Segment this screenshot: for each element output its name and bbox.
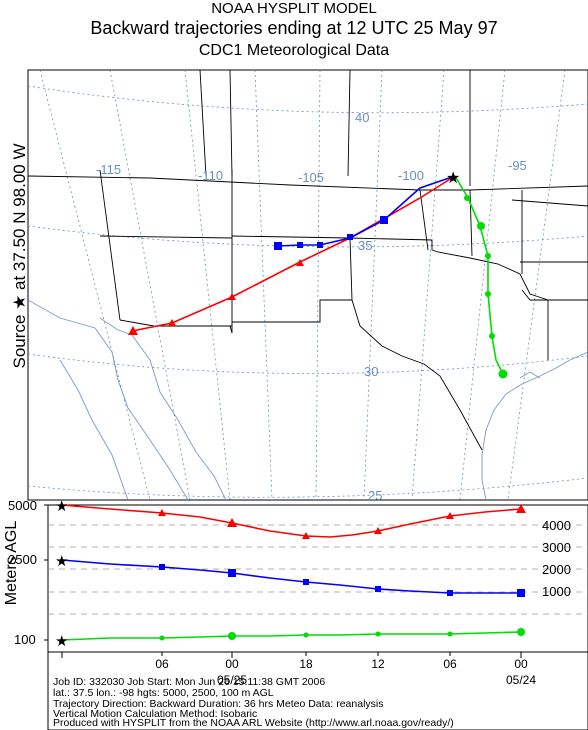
date-label: 05/25	[217, 673, 247, 687]
time-tick: 12	[371, 657, 385, 671]
time-tick: 06	[155, 657, 169, 671]
model-title: NOAA HYSPLIT MODEL	[211, 0, 377, 17]
state-borders	[28, 70, 588, 451]
profile-right-tick: 4000	[542, 518, 571, 533]
profile-gridlines	[48, 524, 588, 615]
time-tick: 06	[443, 657, 457, 671]
footer-direction-line: Trajectory Direction: Backward Duration:…	[53, 698, 384, 710]
profile-left-tick: 2500	[8, 552, 37, 567]
profile-right-tick: 2000	[542, 562, 571, 577]
lon-label: -100	[398, 168, 424, 183]
footer-method-line: Vertical Motion Calculation Method: Isob…	[53, 708, 258, 720]
profile-left-tick: 100	[14, 632, 36, 647]
trajectory-100m-path	[454, 175, 504, 375]
time-tick: 00	[225, 657, 239, 671]
footer-frame	[47, 651, 588, 730]
footer-location-line: lat.: 37.5 lon.: -98 hgts: 5000, 2500, 1…	[53, 687, 274, 699]
profile-5000m-markers	[158, 504, 526, 539]
latitude-grid	[28, 85, 588, 498]
time-axis-tickmarks	[61, 652, 522, 658]
lat-label: 25	[368, 488, 382, 503]
footer-job-line: Job ID: 332030 Job Start: Mon Jun 26 15:…	[53, 676, 326, 688]
data-source-title: CDC1 Meteorological Data	[198, 42, 390, 59]
trajectory-100m-markers	[464, 195, 508, 379]
lon-label: -95	[508, 158, 527, 173]
lon-label: -110	[198, 168, 223, 183]
longitude-grid	[39, 70, 566, 500]
source-star-icon: ★	[55, 633, 68, 650]
lat-label: 40	[355, 110, 369, 125]
time-tick: 18	[299, 657, 313, 671]
profile-left-tickmarks	[44, 504, 48, 641]
lon-label: -105	[298, 170, 324, 185]
trajectory-2500m-markers	[274, 216, 388, 250]
profile-source-stars: ★ ★ ★	[55, 498, 68, 650]
lon-label: -115	[96, 162, 121, 177]
date-label: 05/24	[506, 673, 536, 687]
profile-left-tick: 5000	[8, 498, 37, 513]
lat-label: 30	[364, 364, 378, 379]
source-star-icon: ★	[55, 553, 68, 570]
source-star-icon: ★	[55, 498, 68, 515]
chart-title: Backward trajectories ending at 12 UTC 2…	[90, 18, 498, 38]
map-frame	[27, 69, 588, 501]
coastline	[28, 299, 588, 500]
footer-produced-line: Produced with HYSPLIT from the NOAA ARL …	[53, 717, 454, 729]
lat-label: 35	[358, 238, 372, 253]
profile-100m-markers	[159, 628, 525, 641]
source-star-icon: ★	[446, 170, 460, 187]
profile-right-tick: 3000	[542, 540, 571, 555]
time-tick: 00	[514, 657, 528, 671]
profile-5000m-line	[61, 504, 522, 538]
profile-right-tick: 1000	[542, 584, 571, 599]
profile-2500m-markers	[159, 564, 525, 597]
profile-frame	[47, 504, 588, 653]
